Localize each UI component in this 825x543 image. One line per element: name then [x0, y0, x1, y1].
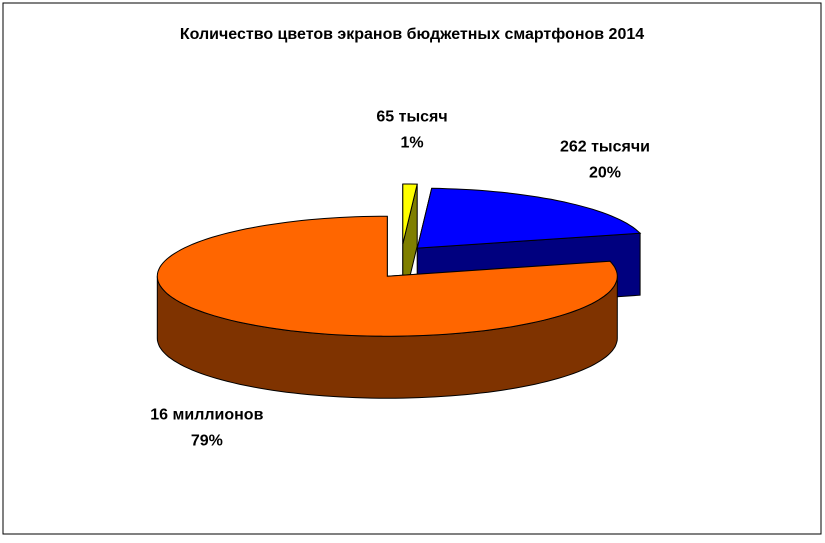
slice [156, 215, 618, 337]
data-label-value: 20% [589, 165, 621, 182]
data-label-category: 262 тысячи [560, 139, 650, 156]
data-label-value: 79% [191, 433, 223, 450]
chart-title: Количество цветов экранов бюджетных смар… [180, 26, 644, 43]
data-label-value: 1% [400, 134, 423, 151]
slice [416, 187, 642, 249]
slice [402, 183, 418, 245]
data-label-category: 16 миллионов [150, 407, 263, 424]
data-label-category: 65 тысяч [376, 108, 447, 125]
